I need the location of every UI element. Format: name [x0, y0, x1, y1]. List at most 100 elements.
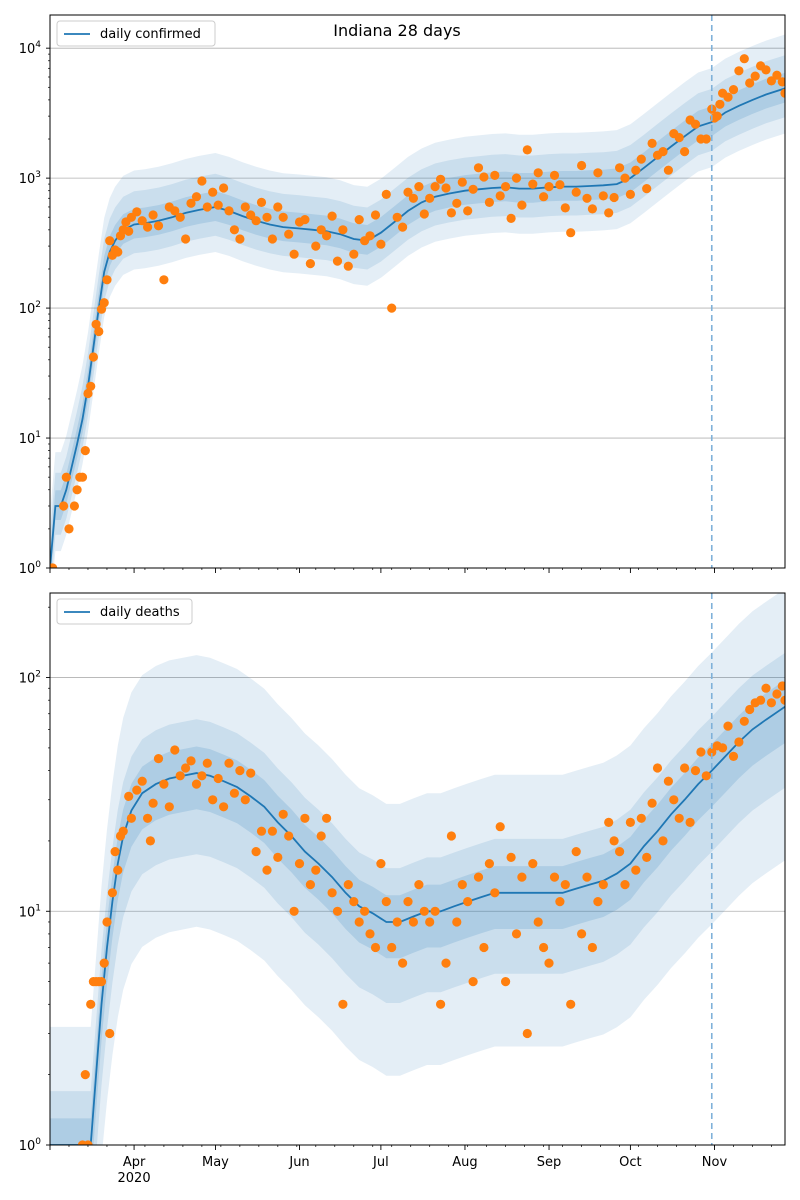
observed-point — [571, 847, 581, 857]
observed-point — [175, 212, 185, 222]
observed-point — [620, 880, 630, 890]
observed-point — [219, 183, 229, 193]
observed-point — [64, 524, 74, 534]
observed-point — [197, 176, 207, 186]
observed-point — [186, 198, 196, 208]
uncertainty-band — [50, 593, 785, 1145]
observed-point — [598, 191, 608, 201]
observed-point — [620, 173, 630, 183]
observed-point — [343, 261, 353, 271]
observed-point — [408, 193, 418, 203]
observed-point — [354, 215, 364, 225]
observed-point — [267, 234, 277, 244]
observed-point — [251, 216, 261, 226]
observed-point — [414, 182, 424, 192]
x-tick-label: Apr — [123, 1155, 146, 1170]
observed-point — [658, 836, 668, 846]
observed-point — [582, 193, 592, 203]
observed-point — [674, 133, 684, 143]
observed-point — [436, 999, 446, 1009]
observed-point — [229, 225, 239, 235]
observed-point — [143, 813, 153, 823]
observed-point — [349, 249, 359, 259]
observed-point — [425, 917, 435, 927]
observed-point — [636, 154, 646, 164]
observed-point — [240, 795, 250, 805]
observed-point — [739, 54, 749, 64]
observed-point — [452, 198, 462, 208]
observed-point — [278, 809, 288, 819]
legend: daily confirmed — [56, 20, 216, 47]
observed-point — [473, 872, 484, 882]
observed-point — [577, 929, 587, 939]
observed-point — [148, 798, 158, 808]
observed-point — [468, 977, 478, 987]
observed-point — [490, 170, 500, 180]
observed-point — [539, 192, 549, 202]
observed-point — [517, 872, 527, 882]
observed-point — [240, 202, 250, 212]
observed-point — [349, 897, 359, 907]
observed-point — [311, 241, 321, 251]
observed-point — [197, 771, 207, 781]
observed-point — [604, 208, 614, 218]
observed-point — [246, 210, 256, 220]
observed-point — [86, 999, 96, 1009]
y-tick-label: 102 — [19, 670, 41, 687]
observed-point — [647, 138, 657, 148]
observed-point — [289, 906, 299, 916]
observed-point — [777, 77, 785, 87]
observed-point — [213, 773, 223, 784]
observed-point — [153, 754, 164, 764]
observed-point — [338, 999, 348, 1009]
observed-point — [376, 239, 386, 249]
observed-point — [370, 942, 381, 953]
y-tick-label: 102 — [19, 300, 41, 317]
observed-point — [403, 897, 413, 907]
observed-point — [463, 206, 473, 216]
observed-point — [408, 917, 418, 927]
observed-point — [170, 206, 180, 216]
observed-point — [262, 865, 272, 875]
observed-point — [159, 275, 169, 285]
observed-point — [300, 813, 310, 823]
observed-point — [495, 822, 505, 832]
observed-point — [170, 745, 180, 755]
observed-point — [522, 1028, 532, 1039]
uncertainty-band — [50, 34, 785, 568]
observed-point — [479, 942, 489, 953]
observed-point — [332, 906, 343, 916]
observed-point — [734, 66, 744, 76]
observed-point — [566, 999, 576, 1009]
observed-point — [715, 99, 725, 109]
axes-frame — [49, 14, 786, 569]
observed-point — [587, 204, 598, 214]
observed-point — [392, 212, 402, 222]
observed-point — [322, 813, 332, 823]
observed-point — [105, 1028, 115, 1039]
observed-point — [549, 170, 560, 180]
observed-point — [604, 817, 614, 828]
observed-point — [213, 200, 223, 210]
observed-point — [338, 225, 348, 235]
observed-point — [680, 147, 690, 157]
observed-point — [124, 791, 134, 802]
observed-point — [113, 865, 123, 875]
x-tick-label: Jun — [288, 1155, 309, 1170]
observed-point — [560, 880, 570, 890]
observed-point — [224, 758, 234, 768]
x-tick-sublabel: 2020 — [118, 1171, 151, 1186]
observed-point — [761, 683, 771, 693]
observed-point — [88, 352, 98, 362]
observed-point — [734, 737, 744, 747]
observed-point — [145, 836, 155, 846]
observed-point — [539, 942, 549, 953]
observed-point — [219, 802, 229, 812]
observed-point — [208, 795, 218, 805]
observed-point — [224, 206, 234, 216]
observed-point — [354, 917, 364, 927]
plot-area — [50, 593, 785, 1145]
observed-point — [528, 179, 538, 189]
observed-point — [658, 147, 668, 157]
observed-point — [647, 798, 657, 808]
